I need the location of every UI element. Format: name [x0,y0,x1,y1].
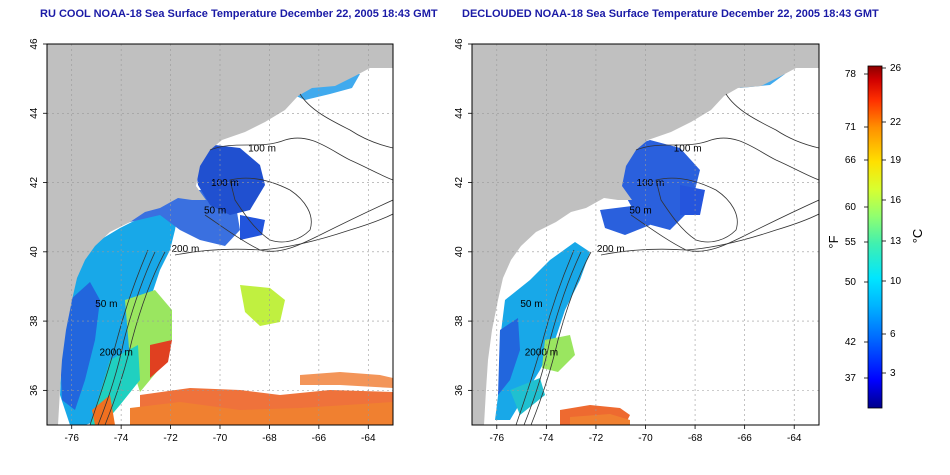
celsius-tick-label: 19 [890,155,902,166]
contour-label: 50 m [520,299,542,310]
lat-tick-label: 46 [454,38,465,50]
contour-label: 100 m [248,143,276,154]
fahrenheit-tick-label: 55 [845,237,857,248]
left-bathymetry-contours [89,93,393,425]
contour-label: 50 m [204,206,226,217]
lat-tick-label: 36 [454,384,465,396]
lon-tick-label: -66 [312,433,327,444]
lon-tick-label: -66 [737,433,752,444]
lon-tick-label: -64 [361,433,376,444]
contour-label: 50 m [95,299,117,310]
colorbar-ticks: 78 71 66 60 55 50 42 37 26 22 19 16 13 10 6 3 [845,63,902,384]
left-map-title: RU COOL NOAA-18 Sea Surface Temperature … [40,8,438,20]
lon-tick-label: -68 [688,433,703,444]
lat-tick-label: 36 [29,384,40,396]
right-axis-ticks: -76 -74 -72 -70 -68 -66 -64 36 38 40 42 44 46 [454,38,802,444]
lon-tick-label: -76 [64,433,79,444]
contour-label: 50 m [629,206,651,217]
lon-tick-label: -72 [163,433,178,444]
temperature-colorbar: 78 71 66 60 55 50 42 37 26 22 19 16 13 10 6 3 °F °C [826,63,925,409]
contour-label: 200 m [597,244,625,255]
right-contour-labels: 100 m 100 m 50 m 200 m 50 m 2000 m [520,143,701,358]
lon-tick-label: -72 [589,433,604,444]
fahrenheit-label: °F [826,235,841,248]
lat-tick-label: 38 [454,315,465,327]
contour-label: 200 m [172,244,200,255]
right-sst-map: 100 m 100 m 50 m 200 m 50 m 2000 m [472,44,819,425]
fahrenheit-tick-label: 71 [845,122,857,133]
colorbar-gradient [867,65,883,409]
fahrenheit-tick-label: 37 [845,373,857,384]
celsius-tick-label: 10 [890,276,902,287]
celsius-label: °C [910,229,925,244]
lon-tick-label: -76 [490,433,505,444]
contour-label: 100 m [211,178,239,189]
right-land-mask [472,44,819,425]
lat-tick-label: 42 [454,177,465,189]
fahrenheit-tick-label: 42 [845,337,857,348]
lat-tick-label: 44 [29,107,40,119]
contour-label: 2000 m [525,348,558,359]
lon-tick-label: -70 [213,433,228,444]
fahrenheit-tick-label: 60 [845,202,857,213]
left-sst-map: 100 m 100 m 50 m 200 m 50 m 2000 m [47,44,393,425]
celsius-tick-label: 13 [890,236,902,247]
right-grid [472,44,819,425]
lat-tick-label: 40 [29,246,40,258]
left-land-mask [47,44,393,425]
left-contour-labels: 100 m 100 m 50 m 200 m 50 m 2000 m [95,143,276,358]
right-map-title: DECLOUDED NOAA-18 Sea Surface Temperatur… [462,8,879,20]
celsius-tick-label: 22 [890,117,902,128]
contour-label: 100 m [674,143,702,154]
contour-label: 2000 m [100,348,133,359]
lon-tick-label: -74 [539,433,554,444]
celsius-tick-label: 6 [890,329,896,340]
lat-tick-label: 42 [29,177,40,189]
lon-tick-label: -68 [262,433,277,444]
left-grid [47,44,393,425]
celsius-tick-label: 3 [890,368,896,379]
contour-label: 100 m [637,178,665,189]
lon-tick-label: -64 [787,433,802,444]
fahrenheit-tick-label: 66 [845,155,857,166]
lon-tick-label: -74 [114,433,129,444]
lat-tick-label: 44 [454,107,465,119]
celsius-tick-label: 16 [890,195,902,206]
lat-tick-label: 38 [29,315,40,327]
left-sst-field [60,70,393,425]
left-axis-ticks: -76 -74 -72 -70 -68 -66 -64 36 38 40 42 44 46 [29,38,376,444]
fahrenheit-tick-label: 50 [845,277,857,288]
lon-tick-label: -70 [638,433,653,444]
lat-tick-label: 46 [29,38,40,50]
lat-tick-label: 40 [454,246,465,258]
fahrenheit-tick-label: 78 [845,69,857,80]
right-bathymetry-contours [515,93,819,425]
celsius-tick-label: 26 [890,63,902,74]
